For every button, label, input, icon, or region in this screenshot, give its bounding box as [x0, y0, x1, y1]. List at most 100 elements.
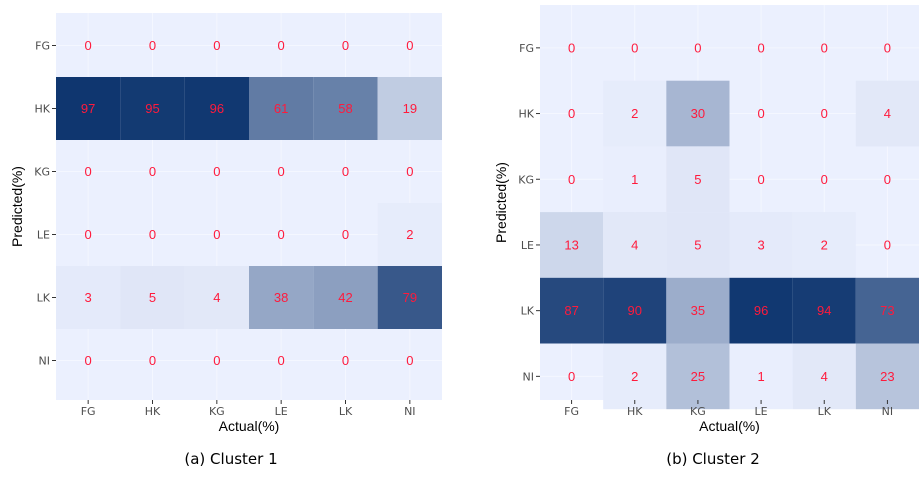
cell-value-label: 4: [884, 106, 891, 121]
heatmap-cell: [603, 277, 667, 344]
cell-value-label: 0: [342, 227, 349, 242]
x-tick-label: NI: [882, 405, 893, 418]
heatmap-cell: [603, 80, 667, 147]
cell-value-label: 0: [85, 164, 92, 179]
cell-value-label: 35: [691, 303, 705, 318]
heatmap-cell: [666, 80, 730, 147]
heatmap-cell: [603, 212, 667, 278]
y-axis-title: Predicted(%): [493, 162, 509, 243]
heatmap-cell: [377, 266, 442, 329]
cell-value-label: 0: [884, 237, 891, 252]
cell-value-label: 4: [631, 237, 638, 252]
cell-value-label: 0: [406, 164, 413, 179]
y-tick-label: LK: [37, 292, 51, 305]
heatmap-cell: [120, 266, 185, 329]
cell-value-label: 0: [694, 40, 701, 55]
heatmap-cell: [666, 277, 730, 344]
cell-value-label: 79: [403, 290, 417, 305]
x-tick-label: FG: [81, 405, 96, 418]
cell-value-label: 0: [568, 369, 575, 384]
heatmap-cell: [184, 77, 249, 140]
cell-value-label: 2: [631, 369, 638, 384]
cell-value-label: 0: [568, 106, 575, 121]
cell-value-label: 96: [210, 101, 224, 116]
figure-caption: (b) Cluster 2: [666, 450, 760, 468]
cell-value-label: 3: [757, 237, 764, 252]
heatmap-cell: [184, 266, 249, 329]
heatmap-cell: [729, 343, 793, 410]
cell-value-label: 0: [757, 172, 764, 187]
heatmap-cell: [855, 80, 919, 147]
x-axis-title: Actual(%): [699, 418, 760, 434]
y-axis-title: Predicted(%): [9, 166, 25, 247]
figure-caption: (a) Cluster 1: [184, 450, 277, 468]
cell-value-label: 0: [821, 106, 828, 121]
heatmap-cell: [540, 212, 604, 278]
cell-value-label: 0: [278, 164, 285, 179]
heatmap-cell: [249, 266, 314, 329]
cell-value-label: 1: [631, 172, 638, 187]
cell-value-label: 0: [149, 353, 156, 368]
cell-value-label: 0: [342, 164, 349, 179]
cell-value-label: 0: [884, 172, 891, 187]
x-tick-label: LK: [339, 405, 353, 418]
cell-value-label: 0: [149, 227, 156, 242]
heatmap-cell: [120, 77, 185, 140]
cell-value-label: 25: [691, 369, 705, 384]
cell-value-label: 0: [278, 38, 285, 53]
x-tick-label: LE: [755, 405, 768, 418]
heatmap-cell: [603, 146, 667, 213]
y-tick-label: FG: [35, 40, 50, 53]
cell-value-label: 0: [568, 172, 575, 187]
heatmap-panel-cluster-1: 0 0 0 0 0 0 97 95 96 61 58 19 0 0 0 0 0 0 0 0 0 0 0 2 3 5 4 38 42 79 0…: [9, 13, 442, 468]
cell-value-label: 0: [342, 353, 349, 368]
cell-value-label: 0: [568, 40, 575, 55]
cell-value-label: 4: [821, 369, 828, 384]
cell-value-label: 13: [564, 237, 578, 252]
x-tick-label: NI: [404, 405, 415, 418]
heatmap-cell: [792, 212, 856, 278]
y-tick-label: LE: [521, 239, 534, 252]
cell-value-label: 0: [278, 227, 285, 242]
heatmap-cell: [666, 212, 730, 278]
cell-value-label: 0: [884, 40, 891, 55]
cell-value-label: 0: [213, 353, 220, 368]
heatmap-cell: [729, 277, 793, 344]
cell-value-label: 5: [149, 290, 156, 305]
heatmap-cell: [313, 77, 378, 140]
x-tick-label: LK: [818, 405, 832, 418]
cell-value-label: 0: [406, 353, 413, 368]
heatmap-cell: [855, 343, 919, 410]
cell-value-label: 58: [338, 101, 352, 116]
cell-value-label: 2: [406, 227, 413, 242]
cell-value-label: 0: [85, 227, 92, 242]
heatmap-cell: [377, 77, 442, 140]
cell-value-label: 95: [145, 101, 159, 116]
heatmap-panel-cluster-2: 0 0 0 0 0 0 0 2 30 0 0 4 0 1 5 0 0 0 13 4 5 3 2 0 87 90 35 96 94 73 0 2…: [493, 5, 919, 468]
y-tick-label: LE: [37, 229, 50, 242]
cell-value-label: 1: [757, 369, 764, 384]
x-tick-label: KG: [209, 405, 225, 418]
cell-value-label: 0: [85, 38, 92, 53]
y-tick-label: LK: [521, 305, 535, 318]
cell-value-label: 0: [821, 40, 828, 55]
x-tick-label: FG: [564, 405, 579, 418]
cell-value-label: 5: [694, 237, 701, 252]
cell-value-label: 2: [631, 106, 638, 121]
cell-value-label: 0: [278, 353, 285, 368]
cell-value-label: 42: [338, 290, 352, 305]
y-tick-label: KG: [518, 173, 534, 186]
heatmap-cell: [855, 277, 919, 344]
y-tick-label: NI: [39, 355, 50, 368]
cell-value-label: 19: [403, 101, 417, 116]
y-tick-label: FG: [519, 42, 534, 55]
cell-value-label: 0: [85, 353, 92, 368]
cell-value-label: 0: [406, 38, 413, 53]
cell-value-label: 0: [213, 164, 220, 179]
cell-value-label: 87: [564, 303, 578, 318]
cell-value-label: 61: [274, 101, 288, 116]
cell-value-label: 0: [213, 227, 220, 242]
cell-value-label: 0: [149, 38, 156, 53]
cell-value-label: 3: [85, 290, 92, 305]
cell-value-label: 4: [213, 290, 220, 305]
